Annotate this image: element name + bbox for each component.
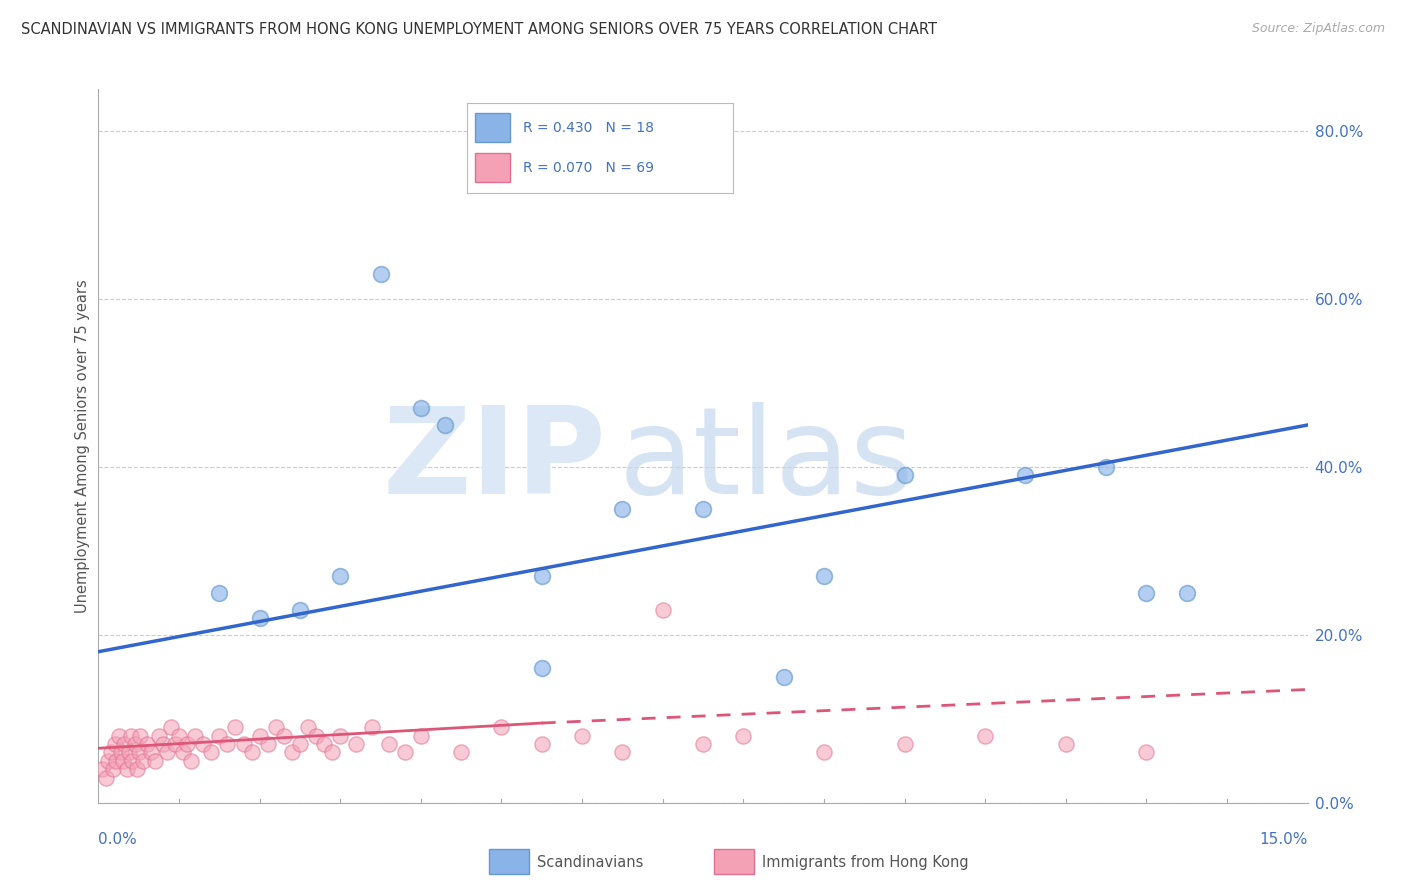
Point bbox=[249, 729, 271, 743]
Text: Immigrants from Hong Kong: Immigrants from Hong Kong bbox=[762, 855, 969, 870]
Point bbox=[651, 603, 673, 617]
Point bbox=[103, 737, 125, 751]
Y-axis label: Unemployment Among Seniors over 75 years: Unemployment Among Seniors over 75 years bbox=[75, 279, 90, 613]
Point bbox=[772, 670, 794, 684]
Point bbox=[200, 746, 222, 760]
Point bbox=[217, 737, 239, 751]
Text: 0.0%: 0.0% bbox=[98, 832, 138, 847]
Point bbox=[974, 729, 997, 743]
Text: SCANDINAVIAN VS IMMIGRANTS FROM HONG KONG UNEMPLOYMENT AMONG SENIORS OVER 75 YEA: SCANDINAVIAN VS IMMIGRANTS FROM HONG KON… bbox=[21, 22, 936, 37]
Point bbox=[344, 737, 367, 751]
Point bbox=[571, 729, 593, 743]
Point bbox=[305, 729, 328, 743]
Point bbox=[1014, 468, 1036, 483]
Point bbox=[112, 737, 135, 751]
Point bbox=[139, 746, 162, 760]
Point bbox=[733, 729, 755, 743]
Point bbox=[121, 754, 143, 768]
Point bbox=[115, 762, 138, 776]
Point bbox=[288, 737, 311, 751]
Point bbox=[612, 746, 634, 760]
Point bbox=[281, 746, 304, 760]
Text: Source: ZipAtlas.com: Source: ZipAtlas.com bbox=[1251, 22, 1385, 36]
Point bbox=[1175, 586, 1198, 600]
Point bbox=[288, 603, 311, 617]
Point bbox=[361, 720, 384, 734]
Point bbox=[208, 586, 231, 600]
Text: Scandinavians: Scandinavians bbox=[537, 855, 644, 870]
Point bbox=[893, 468, 915, 483]
Point bbox=[156, 746, 179, 760]
Point bbox=[314, 737, 336, 751]
Point bbox=[530, 661, 553, 675]
Point bbox=[129, 729, 152, 743]
Point bbox=[97, 754, 120, 768]
Text: atlas: atlas bbox=[619, 401, 914, 519]
Point bbox=[107, 729, 129, 743]
Point bbox=[127, 762, 149, 776]
Point bbox=[240, 746, 263, 760]
Point bbox=[101, 762, 124, 776]
Point bbox=[297, 720, 319, 734]
Point bbox=[163, 737, 186, 751]
Point bbox=[105, 754, 128, 768]
Point bbox=[530, 737, 553, 751]
Point bbox=[394, 746, 416, 760]
Point bbox=[176, 737, 198, 751]
Point bbox=[893, 737, 915, 751]
Point bbox=[224, 720, 246, 734]
Point bbox=[264, 720, 287, 734]
Point bbox=[110, 746, 132, 760]
Point bbox=[124, 737, 146, 751]
Point bbox=[180, 754, 202, 768]
Point bbox=[1135, 586, 1157, 600]
Point bbox=[256, 737, 278, 751]
Point bbox=[692, 502, 714, 516]
Point bbox=[1095, 460, 1118, 475]
Point bbox=[128, 746, 150, 760]
Point bbox=[530, 569, 553, 583]
Point bbox=[118, 746, 141, 760]
Point bbox=[111, 754, 134, 768]
Point bbox=[273, 729, 295, 743]
Point bbox=[612, 502, 634, 516]
Point bbox=[450, 746, 472, 760]
Point bbox=[232, 737, 254, 751]
Point bbox=[152, 737, 174, 751]
Text: ZIP: ZIP bbox=[382, 401, 606, 519]
Point bbox=[193, 737, 215, 751]
Point bbox=[132, 754, 155, 768]
Point bbox=[135, 737, 157, 751]
Point bbox=[329, 729, 352, 743]
Point bbox=[409, 729, 432, 743]
Point bbox=[377, 737, 399, 751]
Point bbox=[249, 611, 271, 625]
Point bbox=[409, 401, 432, 416]
Point bbox=[167, 729, 190, 743]
Point bbox=[184, 729, 207, 743]
Point bbox=[1135, 746, 1157, 760]
Point bbox=[208, 729, 231, 743]
Point bbox=[96, 771, 118, 785]
Point bbox=[148, 729, 170, 743]
Point bbox=[1054, 737, 1077, 751]
Point bbox=[143, 754, 166, 768]
Point bbox=[321, 746, 343, 760]
Point bbox=[491, 720, 513, 734]
Point bbox=[813, 569, 835, 583]
Point bbox=[160, 720, 183, 734]
Point bbox=[172, 746, 194, 760]
Point bbox=[813, 746, 835, 760]
Point bbox=[91, 762, 114, 776]
Point bbox=[120, 729, 142, 743]
Point bbox=[692, 737, 714, 751]
Point bbox=[329, 569, 352, 583]
Text: 15.0%: 15.0% bbox=[1260, 832, 1308, 847]
Point bbox=[370, 267, 392, 281]
Point bbox=[100, 746, 122, 760]
Point bbox=[434, 417, 457, 432]
